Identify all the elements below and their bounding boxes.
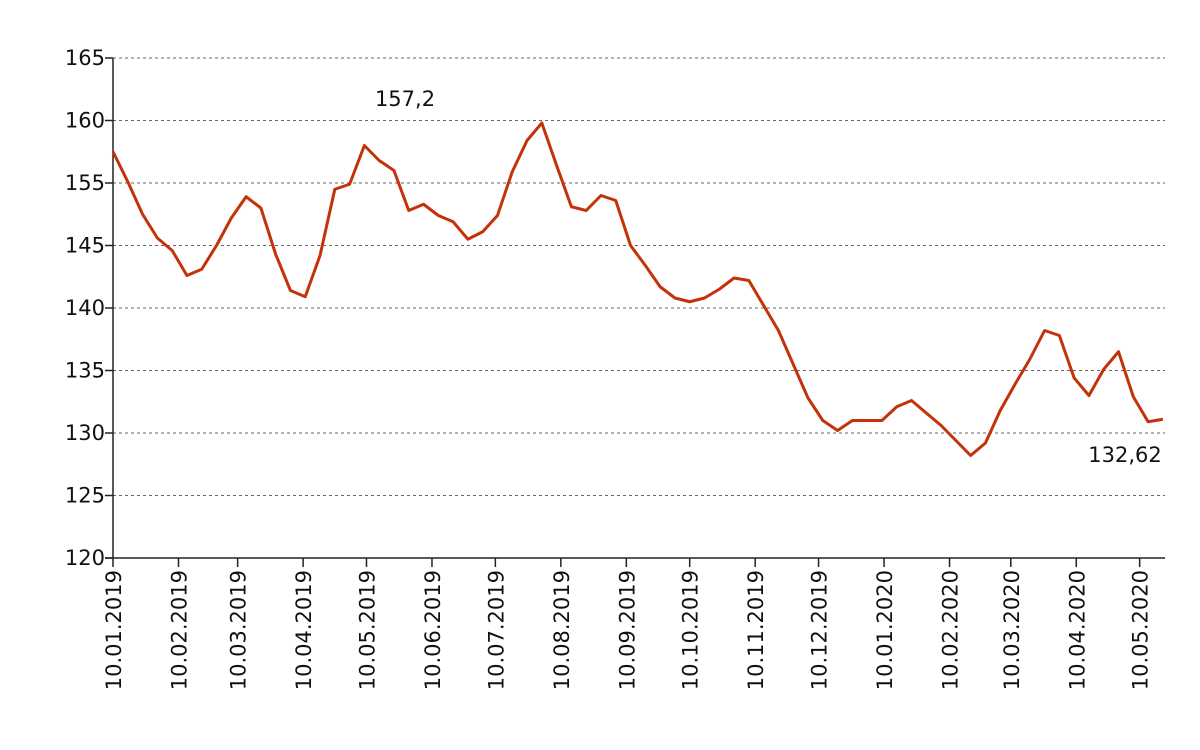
x-tick-label: 10.06.2019 — [421, 570, 445, 690]
y-tick-label: 160 — [65, 109, 105, 133]
y-tick-label: 145 — [65, 234, 105, 258]
x-tick-label: 10.01.2019 — [102, 570, 126, 690]
y-tick-label: 165 — [65, 46, 105, 70]
x-tick-label: 10.11.2019 — [744, 570, 768, 690]
x-tick-label: 10.02.2020 — [939, 570, 963, 690]
x-tick-label: 10.04.2019 — [292, 570, 316, 690]
y-tick-label: 125 — [65, 484, 105, 508]
annotation: 157,2 — [375, 87, 435, 111]
x-tick-label: 10.04.2020 — [1065, 570, 1089, 690]
x-tick-label: 10.12.2019 — [808, 570, 832, 690]
y-tick-label: 120 — [65, 546, 105, 570]
x-tick-label: 10.05.2020 — [1129, 570, 1153, 690]
x-tick-label: 10.03.2020 — [1000, 570, 1024, 690]
y-tick-label: 135 — [65, 359, 105, 383]
y-tick-label: 140 — [65, 296, 105, 320]
x-tick-label: 10.08.2019 — [550, 570, 574, 690]
line — [111, 121, 1164, 457]
x-tick-label: 10.05.2019 — [355, 570, 379, 690]
x-tick-label: 10.07.2019 — [484, 570, 508, 690]
y-tick-label: 155 — [65, 171, 105, 195]
x-tick-label: 10.02.2019 — [167, 570, 191, 690]
x-tick-label: 10.10.2019 — [679, 570, 703, 690]
x-tick-label: 10.03.2019 — [227, 570, 251, 690]
y-tick-label: 130 — [65, 421, 105, 445]
annotation: 132,62 — [1088, 443, 1161, 467]
x-tick-label: 10.01.2020 — [873, 570, 897, 690]
x-tick-label: 10.09.2019 — [615, 570, 639, 690]
